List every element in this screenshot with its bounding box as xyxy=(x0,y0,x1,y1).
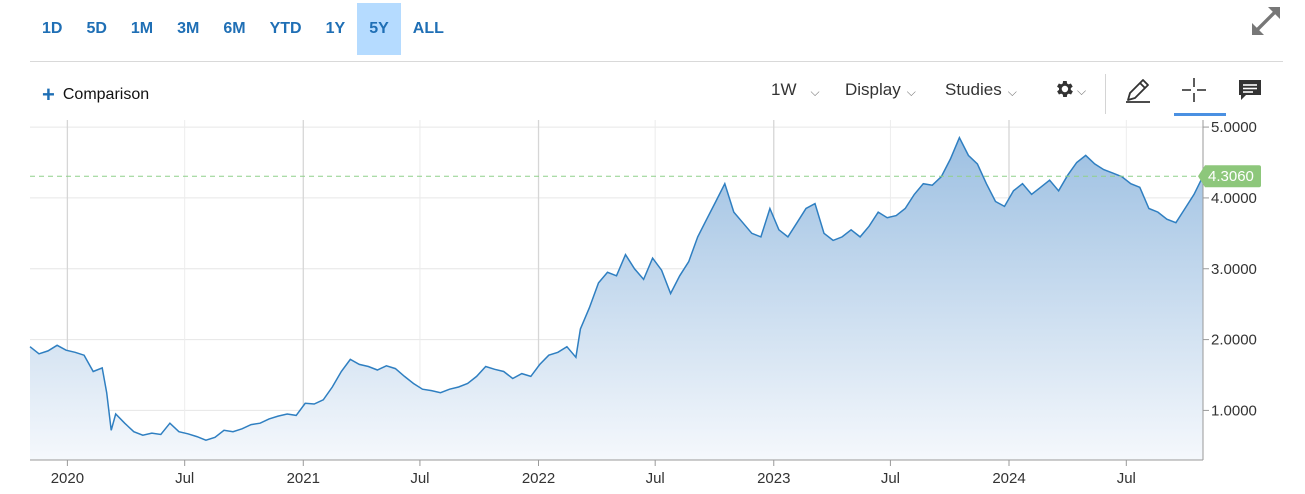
crosshair-active-indicator xyxy=(1174,113,1226,116)
range-button-3m[interactable]: 3M xyxy=(177,20,200,37)
y-tick-label: 3.0000 xyxy=(1211,261,1257,278)
x-tick-label: Jul xyxy=(881,470,900,487)
gear-icon xyxy=(1057,81,1073,97)
comparison-label: Comparison xyxy=(62,86,150,103)
last-price-tag xyxy=(1198,165,1261,188)
display-label: Display xyxy=(845,80,901,99)
chevron-down-icon: ⌵ xyxy=(906,84,916,99)
plus-icon: + xyxy=(42,82,55,107)
y-tick-label: 5.0000 xyxy=(1211,119,1257,136)
range-button-1d[interactable]: 1D xyxy=(42,20,63,37)
toolbar-divider xyxy=(1105,74,1106,114)
pencil-icon[interactable] xyxy=(1124,76,1152,104)
range-button-5y[interactable]: 5Y xyxy=(357,3,401,55)
y-tick-label: 2.0000 xyxy=(1211,332,1257,349)
y-tick-label: 1.0000 xyxy=(1211,402,1257,419)
x-tick-label: Jul xyxy=(1117,470,1136,487)
x-tick-label: 2022 xyxy=(522,470,555,487)
chevron-down-icon: ⌵ xyxy=(810,84,820,99)
last-price-tag-group: 4.3060 xyxy=(1198,165,1261,188)
interval-dropdown[interactable]: 1W ⌵ xyxy=(771,80,820,100)
range-button-1m[interactable]: 1M xyxy=(130,20,154,37)
last-price-label: 4.3060 xyxy=(1208,168,1254,185)
y-tick-label: 4.0000 xyxy=(1211,190,1257,207)
range-button-1y[interactable]: 1Y xyxy=(325,20,346,37)
x-tick-label: 2020 xyxy=(51,470,84,487)
x-tick-label: 2023 xyxy=(757,470,790,487)
chevron-down-icon: ⌵ xyxy=(1077,83,1087,98)
crosshair-icon[interactable] xyxy=(1180,76,1208,104)
settings-dropdown[interactable]: ⌵ xyxy=(1053,78,1086,100)
x-tick-label: 2021 xyxy=(287,470,320,487)
range-button-5d[interactable]: 5D xyxy=(86,20,107,37)
chevron-down-icon: ⌵ xyxy=(1007,84,1017,99)
price-area xyxy=(30,137,1203,460)
comparison-button[interactable]: + Comparison xyxy=(42,84,149,106)
range-button-ytd[interactable]: YTD xyxy=(269,20,302,37)
x-tick-label: Jul xyxy=(410,470,429,487)
header-divider xyxy=(30,61,1283,62)
interval-label: 1W xyxy=(771,80,797,99)
range-button-6m[interactable]: 6M xyxy=(223,20,246,37)
expand-icon[interactable] xyxy=(1249,4,1283,38)
x-tick-label: Jul xyxy=(646,470,665,487)
range-selector: 1D 5D 1M 3M 6M YTD 1Y 5Y ALL xyxy=(30,3,456,55)
x-tick-label: 2024 xyxy=(992,470,1025,487)
price-line xyxy=(29,135,1204,441)
studies-dropdown[interactable]: Studies ⌵ xyxy=(945,80,1017,100)
x-tick-label: Jul xyxy=(175,470,194,487)
studies-label: Studies xyxy=(945,80,1002,99)
comment-icon[interactable] xyxy=(1237,78,1263,102)
display-dropdown[interactable]: Display ⌵ xyxy=(845,80,916,100)
range-button-all[interactable]: ALL xyxy=(412,20,444,37)
